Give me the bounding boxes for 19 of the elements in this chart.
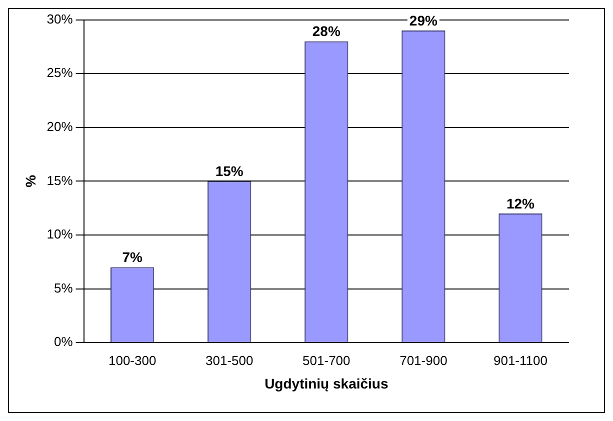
data-label: 15%: [215, 163, 244, 180]
y-tick-label: 0%: [54, 334, 74, 350]
y-tick-label: 15%: [46, 172, 74, 188]
y-tick-label: 25%: [46, 65, 74, 80]
y-tick-label: 10%: [46, 226, 74, 242]
data-label: 28%: [312, 23, 341, 40]
y-tick-label: 30%: [46, 11, 74, 26]
data-label: 7%: [122, 249, 144, 266]
x-axis-title: Ugdytinių skaičius: [264, 375, 388, 392]
x-tick-label: 501-700: [302, 352, 350, 368]
x-tick-label: 100-300: [108, 352, 156, 368]
y-tick-label: 5%: [54, 280, 74, 296]
x-tick-label: 901-1100: [493, 352, 548, 368]
x-tick-label: 301-500: [206, 352, 254, 368]
x-tick-label: 701-900: [400, 352, 448, 368]
y-axis-title: %: [22, 174, 38, 188]
y-tick-label: 20%: [46, 118, 74, 134]
data-label: 29%: [409, 12, 438, 28]
data-label: 12%: [506, 195, 536, 212]
